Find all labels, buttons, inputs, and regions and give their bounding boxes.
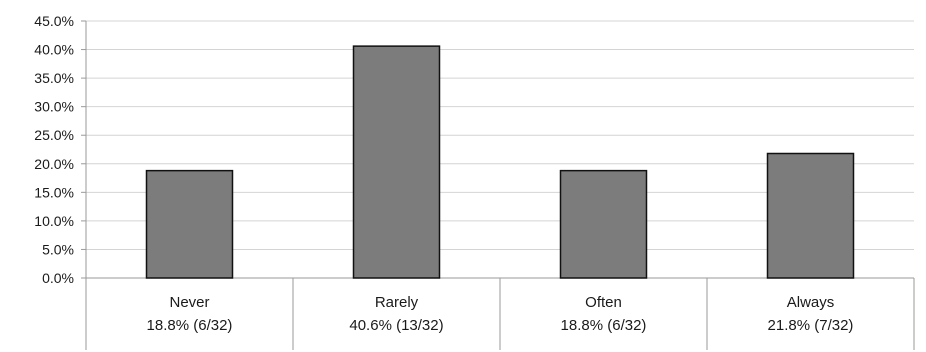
y-tick-label: 20.0% <box>34 156 74 172</box>
x-axis-category-labels: Never 18.8% (6/32) Rarely 40.6% (13/32) Ofte… <box>147 294 854 334</box>
category-label: Rarely <box>375 294 419 311</box>
category-label: Often <box>585 294 622 311</box>
y-tick-label: 10.0% <box>34 213 74 229</box>
category-label: Never <box>169 294 209 311</box>
bar-never <box>145 169 234 279</box>
bar-rarely <box>352 45 441 279</box>
y-tick-label: 35.0% <box>34 70 74 86</box>
y-tick-label: 30.0% <box>34 99 74 115</box>
y-tick-label: 45.0% <box>34 13 74 29</box>
category-sublabel: 18.8% (6/32) <box>147 317 233 334</box>
y-tick-label: 0.0% <box>42 270 74 286</box>
y-tick-label: 15.0% <box>34 184 74 200</box>
category-label: Always <box>787 294 835 311</box>
y-tick-label: 25.0% <box>34 127 74 143</box>
category-sublabel: 18.8% (6/32) <box>561 317 647 334</box>
y-tick-label: 40.0% <box>34 42 74 58</box>
bars <box>145 45 855 279</box>
category-sublabel: 21.8% (7/32) <box>768 317 854 334</box>
bar-often <box>559 169 648 279</box>
y-tick-label: 5.0% <box>42 241 74 257</box>
y-axis-tick-labels: 0.0% 5.0% 10.0% 15.0% 20.0% 25.0% 30.0% 35.0% 40… <box>34 13 74 286</box>
category-sublabel: 40.6% (13/32) <box>349 317 443 334</box>
bar-always <box>766 152 855 279</box>
